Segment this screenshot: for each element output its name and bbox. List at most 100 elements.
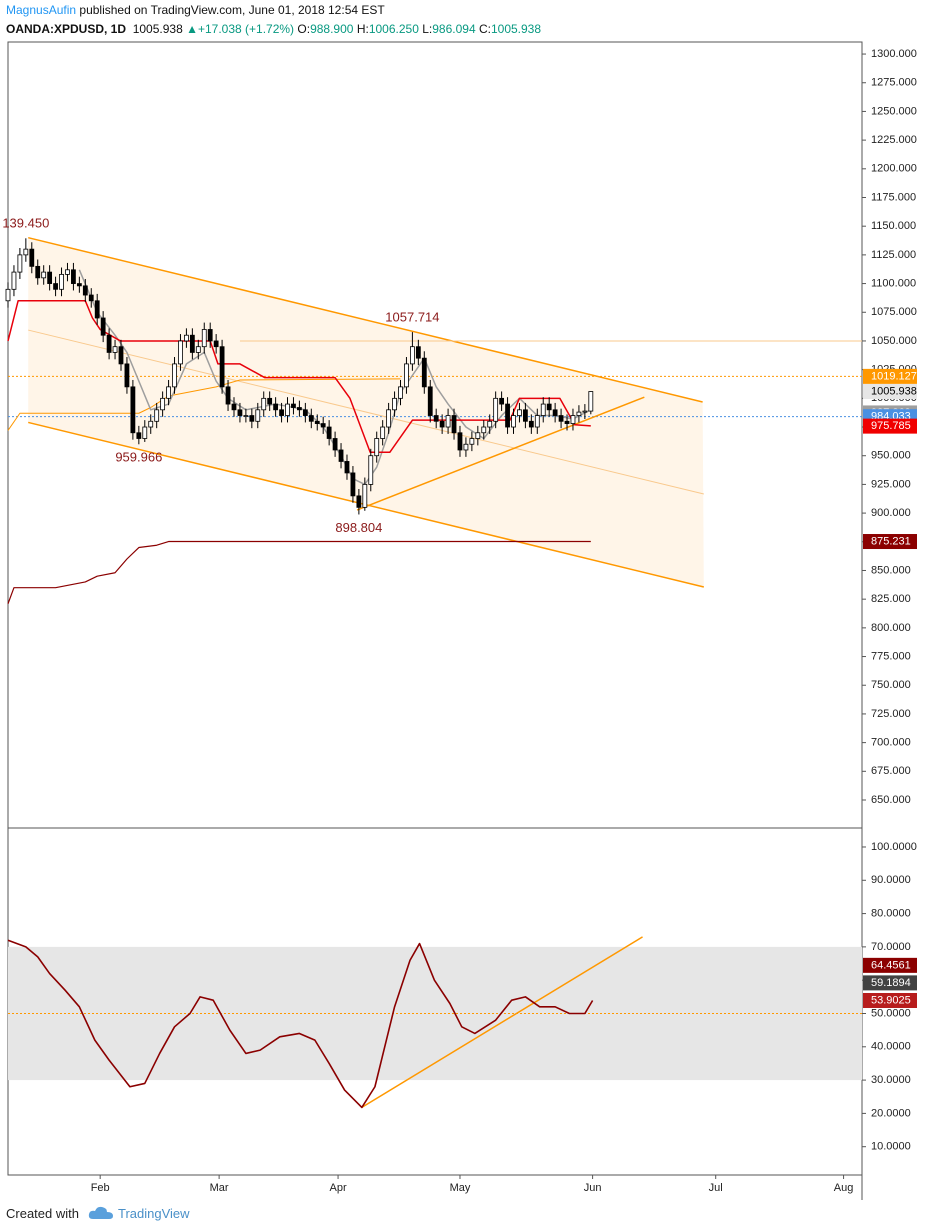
trendline	[356, 396, 645, 511]
candle-body	[576, 411, 582, 416]
x-tick-label: Jun	[584, 1182, 602, 1194]
candle-body	[439, 420, 445, 428]
candle-body	[332, 438, 338, 451]
candle-body	[386, 409, 392, 428]
candle-body	[285, 403, 290, 416]
candle-body	[237, 409, 243, 416]
y-tick-label: 100.0000	[871, 841, 917, 853]
chart: 650.000 675.000 700.000 725.000 750.000 775.0…	[2, 41, 917, 1200]
candle-body	[457, 432, 463, 451]
candle-body	[552, 409, 558, 416]
price-marker	[863, 992, 917, 1008]
candle-body	[17, 254, 23, 273]
candle-body	[261, 397, 267, 411]
candle-body	[570, 415, 576, 424]
x-tick-label: Apr	[330, 1182, 347, 1194]
candle-body	[249, 415, 255, 422]
published: published on TradingView.com, June 01, 2…	[79, 3, 385, 17]
candle-body	[184, 334, 189, 342]
created-with: Created with	[6, 1206, 79, 1221]
candle-body	[189, 334, 195, 353]
candle-body	[398, 386, 403, 399]
indicator-line	[7, 300, 591, 454]
annotation: 959.966	[115, 450, 162, 465]
candle-body	[76, 283, 82, 287]
candle-body	[11, 271, 17, 290]
price-marker-label: 59.1894	[871, 977, 911, 989]
author[interactable]: MagnusAufin	[6, 3, 77, 17]
candle-body	[106, 334, 112, 353]
candle-body	[71, 269, 76, 284]
candle-body	[511, 415, 516, 428]
arrow: ▲	[186, 22, 198, 36]
candle-body	[35, 265, 41, 279]
open-label: O:	[297, 22, 311, 36]
y-tick-label: 80.0000	[871, 907, 911, 919]
candle-body	[558, 415, 564, 422]
candle-body	[487, 420, 493, 428]
price-marker	[863, 957, 917, 973]
channel-line	[28, 236, 703, 403]
y-tick-label: 1100.000	[871, 277, 916, 289]
candle-body	[82, 285, 88, 296]
y-tick-label: 850.000	[871, 564, 911, 576]
candle-body	[59, 273, 64, 290]
annotation: 1057.714	[385, 310, 439, 325]
annotation: 139.450	[2, 216, 49, 231]
candle-body	[475, 432, 481, 439]
candle-body	[23, 248, 29, 256]
brand[interactable]: TradingView	[118, 1206, 190, 1221]
y-tick-label: 1050.000	[871, 335, 917, 347]
candle-body	[29, 248, 35, 267]
price-marker	[863, 384, 917, 400]
candle-body	[308, 415, 314, 422]
y-tick-label: 30.0000	[871, 1074, 911, 1086]
y-tick-label: 70.0000	[871, 941, 911, 953]
candle-body	[160, 397, 166, 411]
candle-body	[505, 403, 510, 428]
candle-body	[267, 397, 273, 405]
band	[8, 946, 862, 1081]
candle-body	[540, 403, 546, 416]
candle-body	[564, 420, 570, 424]
candle-body	[582, 410, 588, 413]
low: 986.094	[432, 22, 476, 36]
x-tick-label: May	[450, 1182, 471, 1194]
price-marker	[863, 368, 917, 384]
y-tick-label: 800.000	[871, 622, 911, 634]
candle-body	[427, 386, 433, 416]
y-tick-label: 1175.000	[871, 191, 916, 203]
candle-body	[112, 346, 118, 353]
y-tick-label: 750.000	[871, 679, 911, 691]
candle-body	[528, 420, 534, 428]
candle-body	[302, 409, 308, 416]
candle-body	[201, 329, 207, 348]
candle-body	[178, 340, 183, 365]
candle-body	[130, 386, 136, 434]
logo-cloud	[88, 1206, 113, 1219]
y-tick-label: 825.000	[871, 593, 911, 605]
candle-body	[154, 409, 160, 422]
candle-body	[362, 484, 368, 508]
y-tick-label: 10.0000	[871, 1141, 911, 1153]
candle-body	[53, 283, 58, 290]
candle-body	[517, 409, 522, 416]
candle-body	[243, 415, 249, 417]
candle-body	[47, 271, 53, 284]
y-tick-label: 90.0000	[871, 874, 911, 886]
candle-body	[392, 397, 397, 411]
price-marker-label: 53.9025	[871, 994, 911, 1006]
y-tick-label: 1125.000	[871, 249, 916, 261]
candle-body	[136, 432, 142, 439]
candle-body	[404, 363, 409, 388]
y-tick-label: 775.000	[871, 650, 911, 662]
candle-body	[320, 423, 326, 428]
indicator-line	[7, 939, 594, 1109]
candle-body	[291, 403, 296, 408]
candle-body	[451, 415, 457, 434]
x-tick-label: Mar	[210, 1182, 229, 1194]
change: +17.038 (+1.72%)	[197, 22, 295, 36]
y-tick-label: 650.000	[871, 794, 911, 806]
candle-body	[469, 438, 475, 445]
y-tick-label: 1075.000	[871, 306, 917, 318]
